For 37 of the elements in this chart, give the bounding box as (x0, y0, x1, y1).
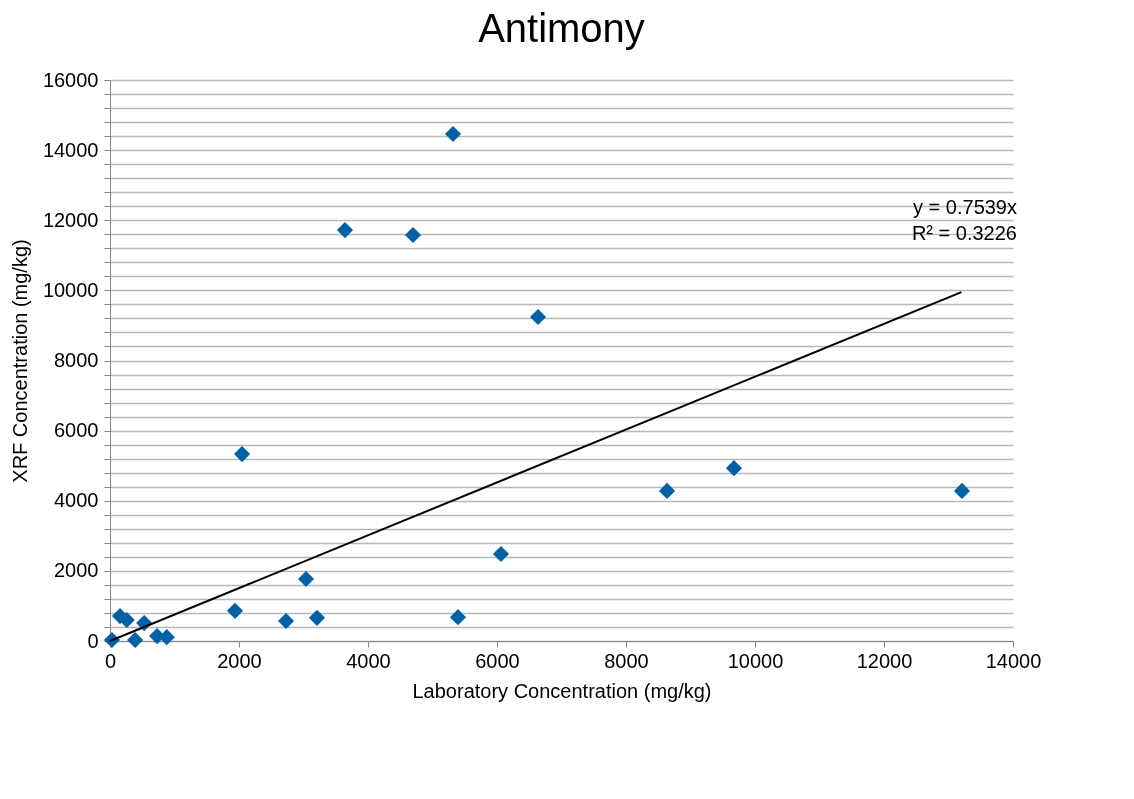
y-tick-label: 6000 (54, 419, 99, 442)
point (297, 570, 315, 587)
point (233, 446, 251, 463)
x-tick-label: 6000 (475, 649, 520, 672)
x-tick-label: 8000 (604, 649, 649, 672)
point (449, 609, 467, 626)
x-tick-label: 12000 (856, 649, 913, 672)
y-tick-label: 0 (87, 629, 99, 652)
x-tick-label: 4000 (346, 649, 391, 672)
point (492, 545, 510, 563)
x-axis-title: Laboratory Concentration (mg/kg) (412, 679, 712, 702)
y-tick-label: 14000 (42, 138, 99, 161)
y-tick-label: 4000 (54, 489, 99, 512)
point (336, 222, 354, 239)
y-axis-title: XRF Concentration (mg/kg) (8, 239, 31, 483)
point (127, 631, 144, 649)
chart-title: Antimony (478, 6, 645, 50)
annotation: y = 0.7539x (913, 196, 1017, 218)
y-tick-label: 16000 (42, 68, 99, 91)
x-tick-label: 14000 (985, 649, 1042, 672)
x-tick-label: 10000 (727, 649, 784, 672)
point (444, 125, 462, 143)
point (529, 308, 547, 326)
x-tick-label: 2000 (217, 649, 262, 672)
y-tick-label: 8000 (54, 349, 99, 371)
point (277, 612, 295, 630)
annotation: R² = 0.3226 (911, 222, 1017, 244)
point (226, 602, 244, 619)
point (658, 482, 676, 499)
y-tick-label: 2000 (54, 559, 99, 582)
point (308, 609, 326, 626)
y-tick-label: 10000 (42, 278, 99, 301)
x-tick-label: 0 (104, 649, 117, 672)
point (725, 460, 743, 477)
y-tick-label: 12000 (42, 208, 99, 231)
point (953, 482, 971, 499)
point (404, 226, 422, 244)
